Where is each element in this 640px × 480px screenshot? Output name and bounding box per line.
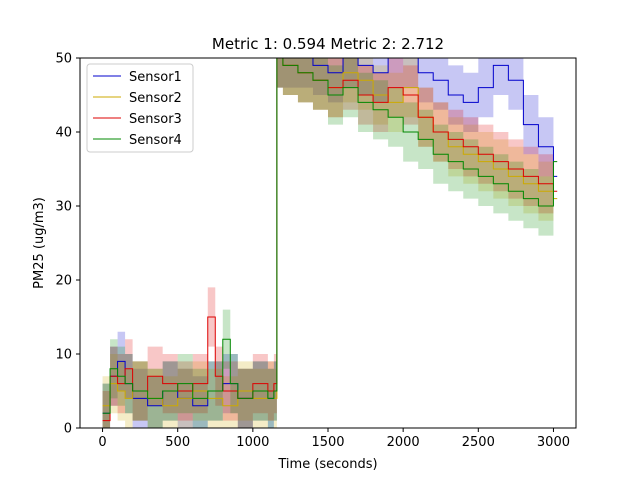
y-tick-label: 20	[55, 274, 72, 289]
legend-label-sensor4: Sensor4	[129, 133, 182, 148]
y-tick-label: 50	[55, 52, 72, 67]
x-tick-label: 1500	[311, 435, 344, 450]
legend-label-sensor2: Sensor2	[129, 91, 182, 106]
x-axis: 0 500 1000 1500 2000 2500 3000	[98, 428, 570, 450]
x-tick-label: 500	[165, 435, 190, 450]
legend-box	[86, 63, 194, 153]
chart-title: Metric 1: 0.594 Metric 2: 2.712	[212, 35, 444, 53]
y-tick-label: 30	[55, 200, 72, 215]
y-tick-label: 10	[55, 348, 72, 363]
legend: Sensor1 Sensor2 Sensor3 Sensor4	[86, 63, 194, 153]
y-tick-label: 0	[64, 422, 72, 437]
x-tick-label: 2500	[462, 435, 495, 450]
x-axis-label: Time (seconds)	[277, 457, 377, 472]
x-tick-label: 2000	[387, 435, 420, 450]
series-lines	[102, 58, 558, 422]
legend-label-sensor3: Sensor3	[129, 112, 182, 127]
band-sensor2	[102, 58, 554, 428]
y-tick-label: 40	[55, 126, 72, 141]
legend-label-sensor1: Sensor1	[129, 70, 182, 85]
x-tick-label: 0	[98, 435, 106, 450]
y-axis: 0 10 20 30 40 50	[55, 52, 80, 437]
band-sensor4	[102, 58, 554, 428]
x-tick-label: 3000	[537, 435, 570, 450]
series-line-sensor4	[102, 58, 558, 414]
y-axis-label: PM25 (ug/m3)	[32, 197, 47, 289]
x-tick-label: 1000	[236, 435, 269, 450]
